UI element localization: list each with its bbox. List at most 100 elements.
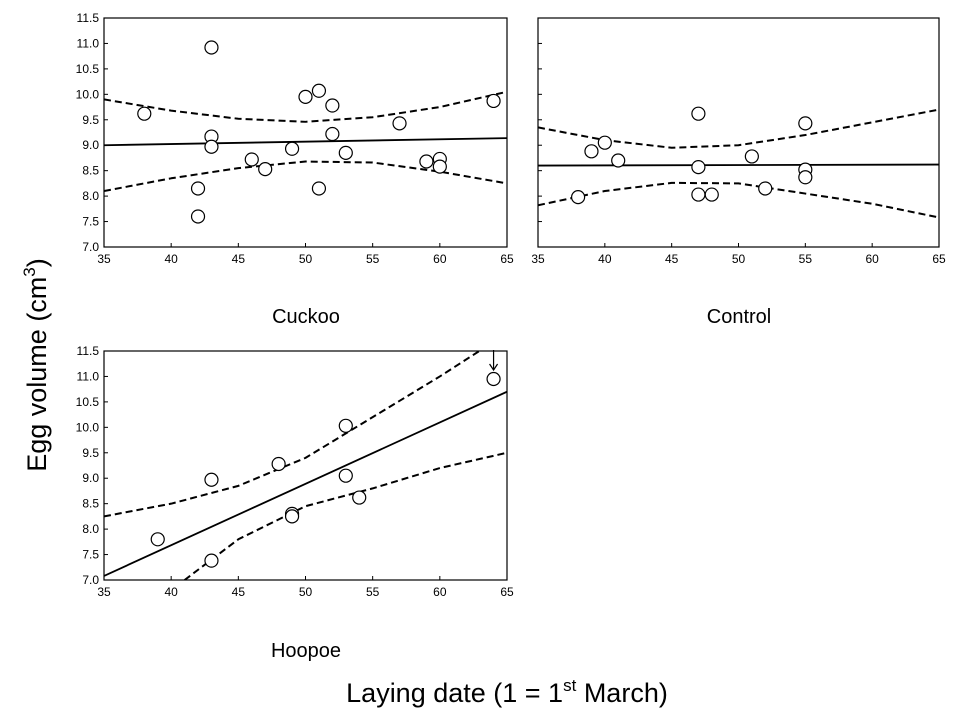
upper-confidence-band-cuckoo bbox=[104, 90, 507, 123]
data-point-control-1 bbox=[584, 144, 599, 159]
y-tick-label-cuckoo-10.0: 10.0 bbox=[76, 87, 100, 101]
y-tick-label-cuckoo-8.5: 8.5 bbox=[82, 164, 99, 178]
data-point-control-5 bbox=[691, 160, 706, 175]
y-tick-label-hoopoe-8.5: 8.5 bbox=[82, 497, 99, 511]
x-axis-title-sup: st bbox=[563, 676, 577, 695]
data-point-hoopoe-9 bbox=[486, 371, 501, 387]
confidence-bands-control bbox=[538, 108, 939, 219]
y-tick-label-hoopoe-7.5: 7.5 bbox=[82, 548, 99, 562]
data-point-cuckoo-6 bbox=[244, 152, 259, 167]
x-axis-title: Laying date (1 = 1st March) bbox=[346, 676, 668, 708]
x-tick-label-control-40: 40 bbox=[598, 252, 612, 266]
x-tick-label-control-45: 45 bbox=[665, 252, 679, 266]
x-tick-label-cuckoo-50: 50 bbox=[299, 252, 313, 266]
data-point-cuckoo-7 bbox=[258, 162, 273, 177]
x-tick-label-control-60: 60 bbox=[865, 252, 879, 266]
data-point-cuckoo-10 bbox=[311, 83, 327, 98]
x-tick-label-hoopoe-60: 60 bbox=[433, 585, 447, 599]
data-points-hoopoe bbox=[150, 371, 501, 568]
x-tick-label-control-35: 35 bbox=[531, 252, 545, 266]
data-point-hoopoe-2 bbox=[204, 553, 219, 568]
y-tick-label-hoopoe-10.0: 10.0 bbox=[76, 420, 100, 434]
panel-label-control: Control bbox=[707, 306, 771, 328]
lower-confidence-band-hoopoe bbox=[183, 451, 507, 580]
x-tick-label-hoopoe-55: 55 bbox=[366, 585, 380, 599]
lower-confidence-band-cuckoo bbox=[104, 160, 507, 193]
confidence-bands-cuckoo bbox=[104, 90, 507, 193]
data-point-cuckoo-16 bbox=[419, 154, 434, 169]
y-tick-label-hoopoe-11.5: 11.5 bbox=[77, 344, 100, 358]
data-point-cuckoo-14 bbox=[338, 145, 353, 160]
data-points-control bbox=[570, 106, 813, 205]
data-point-control-6 bbox=[691, 187, 706, 202]
panel-label-hoopoe: Hoopoe bbox=[271, 640, 341, 662]
y-tick-label-cuckoo-11.0: 11.0 bbox=[77, 36, 100, 50]
x-tick-label-control-65: 65 bbox=[932, 252, 946, 266]
data-point-cuckoo-1 bbox=[190, 181, 206, 196]
panel-cuckoo: 35 40 45 50 55 60 65 7.0 7.5 8.0 8.5 9.0 9.5 10.0 10.5… bbox=[76, 11, 514, 328]
x-axis-title-main: Laying date (1 = 1 bbox=[346, 678, 563, 708]
data-point-control-8 bbox=[744, 149, 759, 164]
data-point-control-10 bbox=[798, 116, 813, 131]
y-tick-label-hoopoe-7.0: 7.0 bbox=[82, 573, 99, 587]
data-point-hoopoe-0 bbox=[150, 532, 165, 547]
fit-line-hoopoe bbox=[104, 390, 507, 577]
y-tick-label-cuckoo-7.0: 7.0 bbox=[82, 240, 99, 254]
panel-label-cuckoo: Cuckoo bbox=[272, 306, 340, 328]
data-point-hoopoe-7 bbox=[338, 468, 353, 483]
x-tick-label-hoopoe-35: 35 bbox=[97, 585, 111, 599]
x-tick-label-cuckoo-35: 35 bbox=[97, 252, 111, 266]
data-point-control-0 bbox=[570, 190, 586, 205]
data-point-control-7 bbox=[704, 187, 719, 202]
y-axis-title: Egg volume (cm3) bbox=[20, 258, 52, 472]
x-tick-label-control-55: 55 bbox=[799, 252, 813, 266]
panel-hoopoe: 35 40 45 50 55 60 65 7.0 7.5 8.0 8.5 9.0 9.5 10.0 10.5… bbox=[76, 344, 514, 662]
x-tick-label-hoopoe-45: 45 bbox=[232, 585, 246, 599]
data-point-hoopoe-1 bbox=[204, 472, 219, 487]
plot-frame-cuckoo bbox=[103, 17, 508, 248]
plot-frame-control bbox=[537, 17, 940, 248]
fit-line-cuckoo bbox=[104, 137, 507, 147]
data-point-cuckoo-13 bbox=[325, 126, 340, 142]
data-point-cuckoo-12 bbox=[325, 98, 340, 113]
data-points-cuckoo bbox=[137, 40, 501, 224]
x-tick-label-cuckoo-65: 65 bbox=[500, 252, 514, 266]
data-point-control-4 bbox=[691, 106, 706, 121]
data-point-control-9 bbox=[758, 181, 773, 196]
data-point-cuckoo-15 bbox=[392, 116, 407, 131]
data-point-control-2 bbox=[597, 135, 612, 150]
data-point-hoopoe-8 bbox=[352, 490, 367, 505]
x-tick-label-cuckoo-60: 60 bbox=[433, 252, 447, 266]
y-tick-label-cuckoo-9.5: 9.5 bbox=[82, 113, 99, 127]
x-tick-label-cuckoo-40: 40 bbox=[164, 252, 178, 266]
x-tick-label-cuckoo-45: 45 bbox=[232, 252, 246, 266]
upper-confidence-band-hoopoe bbox=[104, 351, 482, 518]
y-tick-label-cuckoo-8.0: 8.0 bbox=[82, 189, 99, 203]
x-tick-label-hoopoe-40: 40 bbox=[164, 585, 178, 599]
y-tick-label-cuckoo-7.5: 7.5 bbox=[82, 215, 99, 229]
data-point-cuckoo-0 bbox=[137, 106, 152, 121]
y-tick-label-hoopoe-11.0: 11.0 bbox=[77, 369, 100, 383]
data-point-hoopoe-5 bbox=[284, 509, 300, 524]
x-tick-label-cuckoo-55: 55 bbox=[366, 252, 380, 266]
ticks-control: 35 40 45 50 55 60 65 bbox=[531, 17, 946, 266]
ticks-hoopoe: 35 40 45 50 55 60 65 7.0 7.5 8.0 8.5 9.0 9.5 10.0 10.5… bbox=[76, 344, 514, 599]
regression-line-cuckoo bbox=[104, 137, 507, 147]
ticks-cuckoo: 35 40 45 50 55 60 65 7.0 7.5 8.0 8.5 9.0 9.5 10.0 10.5… bbox=[76, 11, 514, 266]
data-point-hoopoe-3 bbox=[271, 456, 286, 472]
y-tick-label-cuckoo-9.0: 9.0 bbox=[82, 138, 99, 152]
x-tick-label-hoopoe-50: 50 bbox=[299, 585, 313, 599]
data-point-control-3 bbox=[611, 153, 626, 168]
data-point-hoopoe-6 bbox=[338, 418, 353, 433]
data-point-control-12 bbox=[798, 170, 813, 185]
panel-control: 35 40 45 50 55 60 65 Control bbox=[531, 17, 946, 328]
confidence-bands-hoopoe bbox=[104, 351, 507, 580]
y-tick-label-hoopoe-10.5: 10.5 bbox=[76, 395, 100, 409]
data-point-cuckoo-19 bbox=[486, 93, 501, 109]
x-axis-title-end: March) bbox=[576, 678, 668, 708]
y-tick-label-hoopoe-8.0: 8.0 bbox=[82, 522, 99, 536]
y-tick-label-cuckoo-10.5: 10.5 bbox=[76, 62, 100, 76]
data-point-cuckoo-18 bbox=[432, 159, 447, 174]
y-axis-title-main: Egg volume (cm bbox=[22, 277, 52, 472]
